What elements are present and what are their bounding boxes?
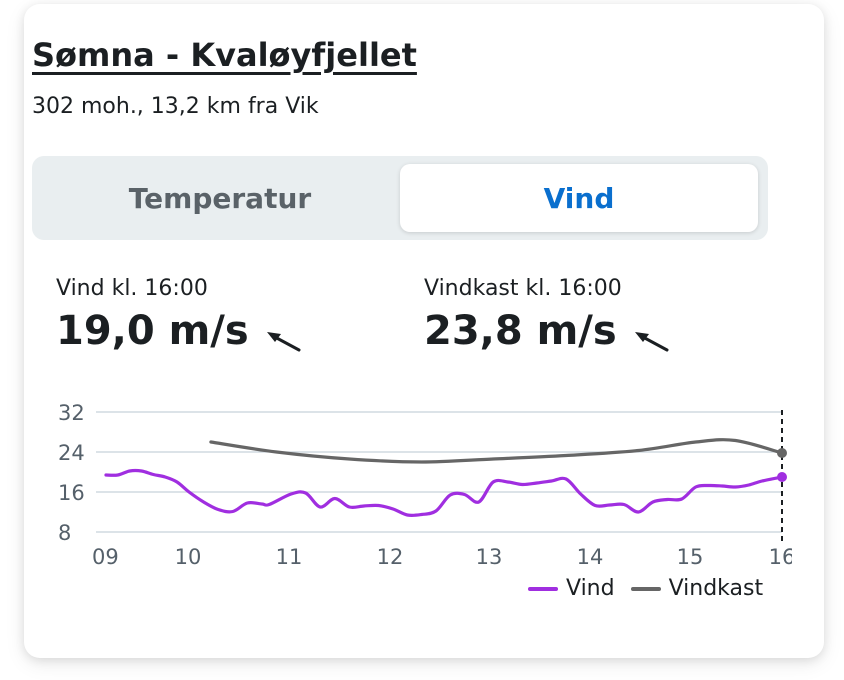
legend-item-wind[interactable]: Vind — [528, 576, 615, 601]
legend-swatch-gust — [630, 586, 661, 591]
chart-legend: Vind Vindkast — [528, 576, 763, 601]
station-subtitle: 302 moh., 13,2 km fra Vik — [32, 94, 319, 119]
x-tick-label: 16 — [769, 545, 796, 569]
tab-temperature[interactable]: Temperatur — [128, 181, 312, 215]
arrow-northwest-icon — [633, 318, 671, 352]
y-tick-label: 16 — [58, 481, 85, 505]
metric-toggle: Temperatur Vind — [32, 156, 768, 240]
x-tick-label: 12 — [377, 545, 404, 569]
y-tick-label: 32 — [58, 401, 85, 425]
legend-item-gust[interactable]: Vindkast — [630, 576, 764, 601]
legend-label-wind: Vind — [566, 576, 615, 601]
legend-label-gust: Vindkast — [668, 576, 764, 601]
y-tick-label: 8 — [58, 521, 71, 545]
y-tick-label: 24 — [58, 441, 85, 465]
legend-swatch-wind — [528, 586, 558, 591]
series-endpoint-gust — [777, 448, 787, 458]
weather-card — [24, 4, 824, 658]
x-tick-label: 14 — [577, 545, 604, 569]
gust-label: Vindkast kl. 16:00 — [424, 276, 622, 301]
gust-value-row: 23,8 m/s — [424, 308, 671, 354]
x-tick-label: 11 — [276, 545, 303, 569]
series-line-wind — [104, 468, 784, 518]
x-tick-label: 10 — [175, 545, 202, 569]
wind-label: Vind kl. 16:00 — [56, 276, 208, 301]
series-endpoint-wind — [777, 472, 787, 482]
gust-value: 23,8 m/s — [424, 308, 617, 354]
x-tick-label: 15 — [677, 545, 704, 569]
x-tick-label: 09 — [92, 545, 119, 569]
tab-wind[interactable]: Vind — [400, 164, 758, 232]
wind-value: 19,0 m/s — [56, 308, 249, 354]
arrow-northwest-icon — [265, 318, 303, 352]
wind-value-row: 19,0 m/s — [56, 308, 303, 354]
series-line-gust — [209, 438, 784, 464]
station-title-link[interactable]: Sømna - Kvaløyfjellet — [32, 36, 417, 74]
x-tick-label: 13 — [476, 545, 503, 569]
